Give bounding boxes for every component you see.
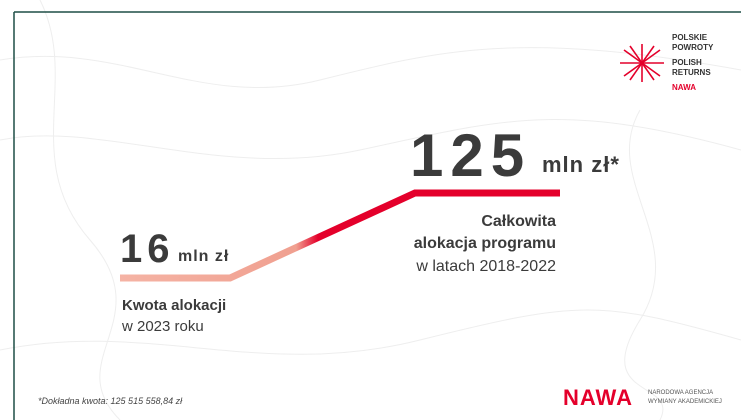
logo-text: RETURNS — [672, 68, 711, 77]
total-caption: Całkowita — [481, 213, 556, 230]
logo-text: POLSKIE — [672, 33, 708, 42]
footer-text: NARODOWA AGENCJA — [648, 390, 713, 396]
logo-text: POWROTY — [672, 43, 714, 52]
growth-line — [120, 189, 560, 282]
year-caption: Kwota alokacji — [122, 297, 226, 314]
logo-brand: NAWA — [672, 83, 696, 92]
total-caption: alokacja programu — [414, 235, 556, 252]
footer-brand: NAWA — [563, 385, 633, 410]
total-unit: mln zł* — [542, 152, 620, 177]
footnote: *Dokładna kwota: 125 515 558,84 zł — [38, 396, 183, 406]
total-caption: w latach 2018-2022 — [415, 258, 556, 275]
year-caption: w 2023 roku — [121, 318, 204, 335]
year-unit: mln zł — [178, 248, 229, 265]
year-amount: 16 — [120, 227, 175, 271]
logo-text: POLISH — [672, 58, 702, 67]
total-amount: 125 — [410, 122, 531, 189]
footer-text: WYMIANY AKADEMICKIEJ — [648, 399, 722, 405]
logo-icon — [620, 44, 664, 82]
